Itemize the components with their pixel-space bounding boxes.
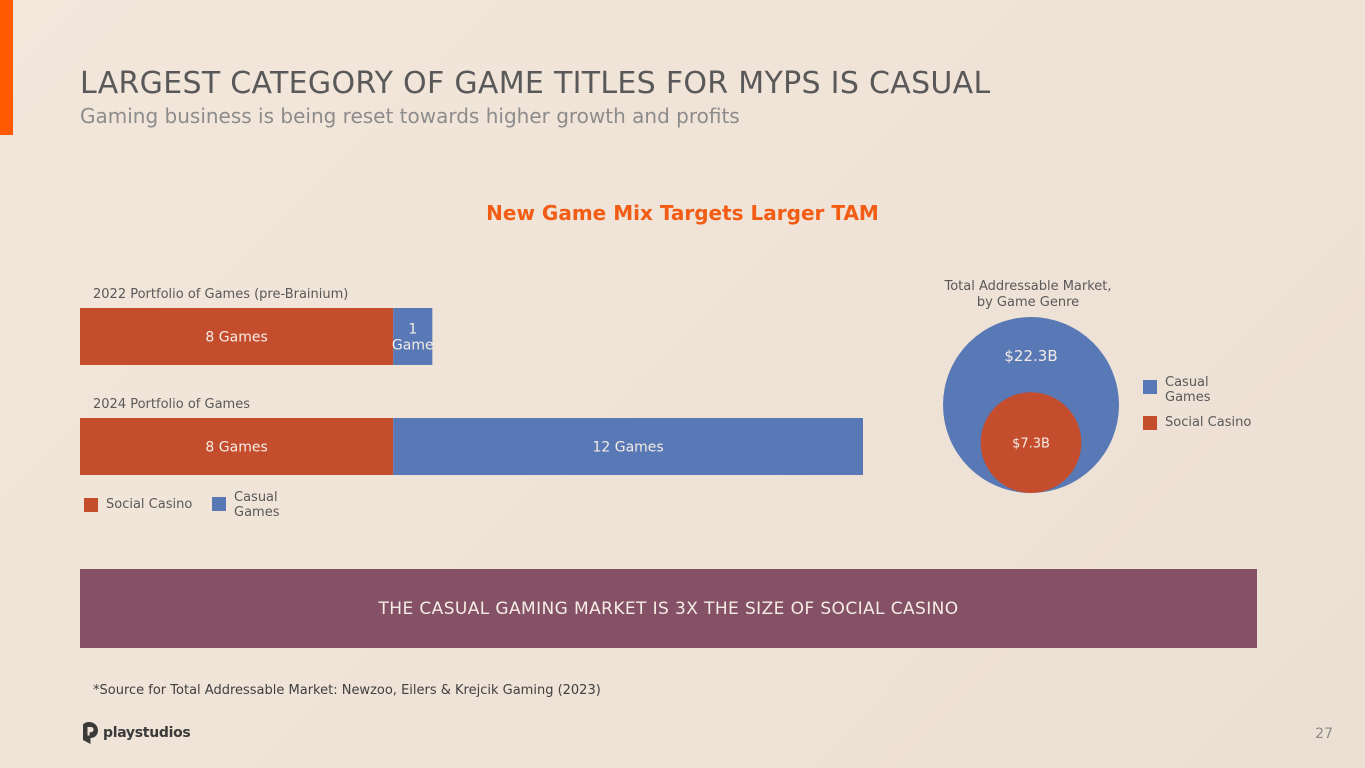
bar-category-label: 2024 Portfolio of Games xyxy=(93,397,250,412)
tam-legend-item: Casual Games xyxy=(1143,375,1235,405)
page-number: 27 xyxy=(1315,726,1333,742)
tam-legend-label: Social Casino xyxy=(1165,415,1252,430)
bar-segment xyxy=(80,308,394,365)
tam-circle-chart: $22.3B $7.3B xyxy=(943,317,1119,493)
casual-games-value-label: $22.3B xyxy=(1004,347,1057,365)
casual-games-swatch xyxy=(212,497,226,511)
bar-legend-item: Casual Games xyxy=(212,490,294,520)
bar-data-label: 8 Games xyxy=(205,440,267,456)
source-note: *Source for Total Addressable Market: Ne… xyxy=(93,683,601,698)
logo-wordmark: playstudios xyxy=(103,725,191,741)
social-casino-circle xyxy=(980,392,1082,493)
social-casino-swatch xyxy=(1143,415,1157,430)
slide-title: LARGEST CATEGORY OF GAME TITLES FOR MYPS… xyxy=(80,66,991,101)
bar-segment xyxy=(393,418,863,475)
bar-segment xyxy=(80,418,394,475)
bar-legend-label: Social Casino xyxy=(106,497,193,512)
bar-data-label: 12 Games xyxy=(592,440,663,456)
tam-chart-title-text: Total Addressable Market, by Game Genre xyxy=(944,279,1112,310)
slide-subtitle: Gaming business is being reset towards h… xyxy=(80,104,740,128)
tam-legend-item: Social Casino xyxy=(1143,415,1251,430)
playstudios-logo: playstudios xyxy=(80,722,191,744)
social-casino-value-label: $7.3B xyxy=(1012,437,1050,452)
bar-data-label: 1 Game xyxy=(392,322,434,354)
bar-data-label: 8 Games xyxy=(205,330,267,346)
casual-games-swatch xyxy=(1143,380,1157,394)
bar-segment xyxy=(393,308,433,365)
portfolio-bar-chart: 8 Games 1 Game 8 Games 12 Games xyxy=(80,308,863,475)
social-casino-swatch xyxy=(84,497,98,512)
bar-category-label: 2022 Portfolio of Games (pre-Brainium) xyxy=(93,287,349,302)
playstudios-logo-icon xyxy=(83,722,98,744)
bar-legend-label: Casual Games xyxy=(234,490,280,520)
tam-legend-label: Casual Games xyxy=(1165,375,1211,405)
tam-chart-title: Total Addressable Market, by Game Genre xyxy=(928,279,1128,311)
chart-heading: New Game Mix Targets Larger TAM xyxy=(486,201,879,225)
bar-legend-item: Social Casino xyxy=(84,497,192,512)
key-message-banner: THE CASUAL GAMING MARKET IS 3X THE SIZE … xyxy=(80,569,1257,648)
accent-bar xyxy=(0,0,13,135)
